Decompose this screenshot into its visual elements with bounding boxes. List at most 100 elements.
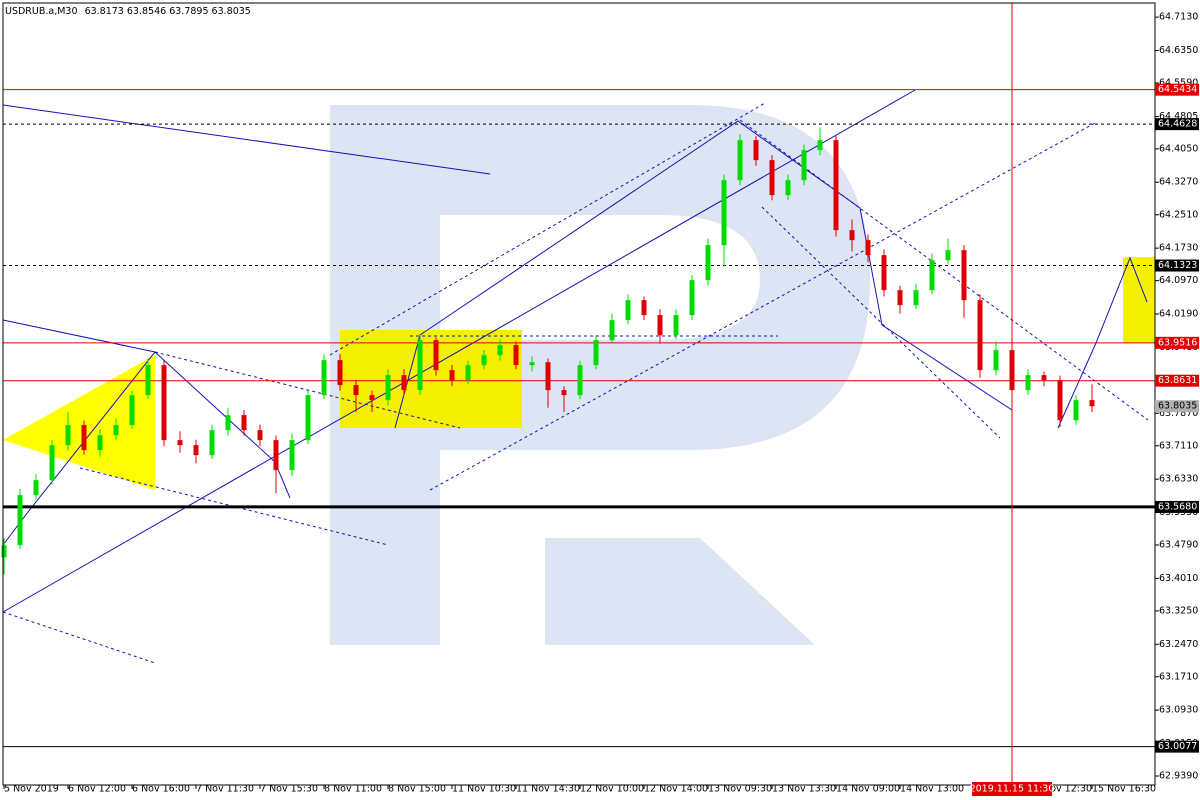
candle-body: [65, 425, 71, 446]
level-label-box: [1155, 83, 1199, 96]
crosshair-label: 2019.11.15 11:30: [970, 784, 1055, 795]
candles: [1, 127, 1095, 575]
rect-annotation: [340, 330, 522, 428]
candle-body: [561, 390, 567, 396]
candle-body: [865, 240, 871, 256]
candle-body: [81, 425, 87, 451]
candle-body: [225, 415, 231, 431]
x-tick-label: 7 Nov 11:30: [196, 784, 254, 795]
y-tick-label: 64.1730: [1159, 243, 1198, 254]
candle-body: [49, 445, 55, 481]
y-tick-label: 64.7130: [1159, 12, 1198, 23]
y-tick-label: 64.5590: [1159, 77, 1198, 88]
level-label-box: [1155, 259, 1199, 272]
candle-body: [721, 180, 727, 246]
level-label: 63.8631: [1158, 375, 1197, 386]
candle-body: [113, 425, 119, 436]
candle-body: [929, 260, 935, 291]
candle-body: [673, 315, 679, 336]
trendlines: [2, 89, 1149, 664]
candle-body: [1041, 375, 1047, 381]
plot-frame: [2, 2, 1156, 786]
y-tick-label: 64.6350: [1159, 45, 1198, 56]
candle-body: [1, 545, 7, 558]
candle-body: [977, 300, 983, 371]
candle-body: [449, 370, 455, 381]
levels: [3, 89, 1155, 748]
candle-body: [401, 375, 407, 391]
candle-body: [913, 290, 919, 306]
candle-body: [17, 495, 23, 546]
candle-body: [353, 385, 359, 396]
candle-body: [753, 140, 759, 161]
candle-body: [657, 315, 663, 336]
header-close: 63.8035: [212, 6, 251, 17]
y-tick-label: 64.3270: [1159, 177, 1198, 188]
candle-body: [689, 280, 695, 316]
candle-body: [209, 430, 215, 456]
y-tick-label: 63.3250: [1159, 605, 1198, 616]
x-axis: 5 Nov 2019 6 Nov 12:00 6 Nov 16:00 7 Nov 11…: [3, 784, 1156, 795]
candle-body: [145, 365, 151, 396]
header-low: 63.7895: [169, 6, 208, 17]
candle-body: [849, 230, 855, 241]
x-tick-label: 6 Nov 16:00: [132, 784, 190, 795]
level-label: 63.0077: [1158, 741, 1197, 752]
y-tick-label: 63.4790: [1159, 540, 1198, 551]
candle-body: [369, 395, 375, 401]
candle-body: [641, 300, 647, 316]
x-tick-label: 11 Nov 14:30: [516, 784, 580, 795]
candle-body: [257, 430, 263, 441]
candle-body: [465, 365, 471, 381]
candle-body: [833, 140, 839, 231]
x-tick-label: 5 Nov 2019: [4, 784, 59, 795]
candle-body: [625, 300, 631, 321]
candle-body: [337, 360, 343, 386]
candle-body: [417, 340, 423, 391]
rect-annotation: [1123, 257, 1155, 343]
candle-body: [593, 340, 599, 366]
level-label: 64.5434: [1158, 84, 1197, 95]
candle-body: [241, 415, 247, 431]
level-label: 64.4628: [1158, 119, 1197, 130]
candle-body: [1057, 380, 1063, 421]
x-tick-label: 13 Nov 09:30: [708, 784, 772, 795]
level-label-box: [1155, 400, 1199, 413]
candle-body: [385, 375, 391, 401]
candle-body: [1073, 400, 1079, 421]
candle-body: [801, 150, 807, 181]
candle-body: [433, 340, 439, 371]
y-tick-label: 64.2510: [1159, 209, 1198, 220]
x-tick-label: 11 Nov 10:30: [452, 784, 516, 795]
y-tick-label: 63.7110: [1159, 440, 1198, 451]
candle-body: [577, 365, 583, 396]
level-label-box: [1155, 118, 1199, 131]
x-tick-label: 14 Nov 09:00: [836, 784, 900, 795]
candle-body: [513, 345, 519, 366]
level-label: 63.5680: [1158, 501, 1197, 512]
chart-header: USDRUB.a,M30 63.8173 63.8546 63.7895 63.…: [5, 6, 251, 17]
candle-body: [97, 435, 103, 451]
candle-body: [177, 440, 183, 446]
y-tick-label: 64.4050: [1159, 143, 1198, 154]
candle-body: [129, 395, 135, 426]
crosshair-box: [972, 782, 1052, 796]
candle-body: [1089, 400, 1095, 407]
x-tick-label: 14 Nov 13:00: [900, 784, 964, 795]
candle-body: [609, 320, 615, 341]
candle-body: [321, 360, 327, 396]
candle-body: [305, 395, 311, 441]
x-tick-label: 8 Nov 15:00: [388, 784, 446, 795]
x-tick-label: 7 Nov 15:30: [260, 784, 318, 795]
y-tick-label: 63.7870: [1159, 408, 1198, 419]
candle-body: [193, 445, 199, 456]
candle-body: [897, 290, 903, 306]
y-tick-label: 62.9390: [1159, 771, 1198, 782]
level-label: 63.9516: [1158, 337, 1197, 348]
x-tick-label: 6 Nov 12:00: [68, 784, 126, 795]
x-tick-label: 12 Nov 14:00: [644, 784, 708, 795]
x-tick-label: 15 Nov 16:30: [1092, 784, 1156, 795]
y-tick-label: 64.0970: [1159, 275, 1198, 286]
candle-body: [529, 362, 535, 366]
